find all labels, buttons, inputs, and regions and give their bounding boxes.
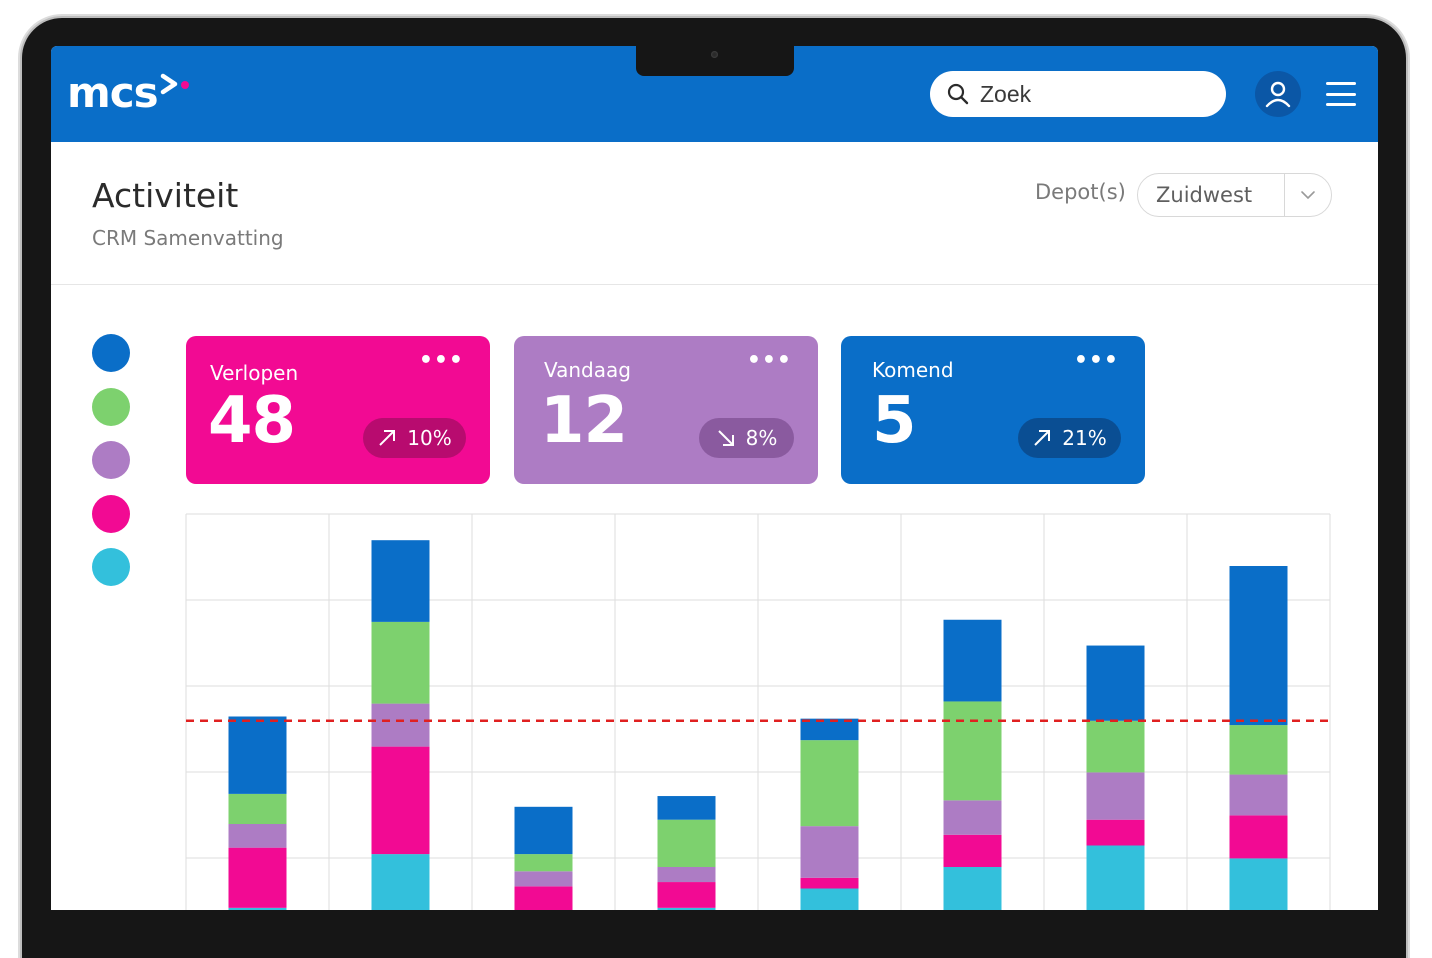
bar-segment[interactable] (943, 619, 1002, 702)
trend-change: 8% (745, 426, 778, 450)
bar-segment[interactable] (514, 854, 573, 872)
bar-segment[interactable] (1086, 645, 1145, 721)
bar-segment[interactable] (1229, 566, 1288, 726)
stat-card-vandaag[interactable]: Vandaag 12 ••• 8% (514, 336, 818, 484)
stat-card-value: 48 (208, 384, 296, 458)
legend-dot-green[interactable] (92, 387, 130, 426)
bar-segment[interactable] (800, 888, 859, 911)
arrow-up-right-icon (1034, 430, 1051, 446)
stat-card-value: 5 (872, 384, 917, 458)
hamburger-menu-icon[interactable] (1326, 82, 1356, 106)
bar-segment[interactable] (1229, 815, 1288, 859)
bar-segment[interactable] (800, 718, 859, 741)
bar-segment[interactable] (228, 716, 287, 794)
page-subtitle: CRM Samenvatting (92, 226, 284, 250)
stacked-bar-chart (185, 513, 1331, 911)
depot-filter-label: Depot(s) (1035, 180, 1126, 204)
app-screen: mcs Activiteit CRM Samenvatting (51, 46, 1378, 910)
bar-segment[interactable] (514, 886, 573, 910)
depot-selected-value: Zuidwest (1156, 183, 1253, 207)
bar-segment[interactable] (1086, 819, 1145, 846)
legend-dot-blue[interactable] (92, 334, 130, 372)
trend-badge: 8% (699, 418, 794, 458)
camera-notch (636, 46, 794, 76)
camera-icon (711, 51, 718, 58)
bar-segment[interactable] (371, 746, 430, 855)
bar-segment[interactable] (943, 800, 1002, 835)
trend-change: 10% (407, 426, 452, 450)
bar-segment[interactable] (657, 796, 716, 820)
bar-segment[interactable] (657, 882, 716, 908)
trend-badge: 21% (1018, 418, 1121, 458)
bar-segment[interactable] (228, 793, 287, 824)
legend-dot-pink[interactable] (92, 494, 130, 533)
stat-card-verlopen[interactable]: Verlopen 48 ••• 10% (186, 336, 490, 484)
user-account-button[interactable] (1255, 71, 1301, 117)
page-title: Activiteit (92, 176, 239, 215)
logo-arrow-icon (160, 73, 189, 95)
select-divider (1284, 174, 1285, 216)
bar-segment[interactable] (800, 740, 859, 827)
stat-card-value: 12 (540, 384, 628, 458)
bar-segment[interactable] (1229, 858, 1288, 910)
more-options-icon[interactable]: ••• (1073, 348, 1119, 373)
bar-segment[interactable] (800, 826, 859, 878)
bar-segment[interactable] (371, 703, 430, 747)
bar-segment[interactable] (228, 824, 287, 848)
bar-segment[interactable] (371, 854, 430, 910)
bar-segment[interactable] (1086, 845, 1145, 911)
bar-segment[interactable] (228, 907, 287, 910)
bar-segment[interactable] (1229, 774, 1288, 816)
chart-legend (92, 334, 130, 602)
user-icon (1265, 81, 1291, 108)
depot-select[interactable]: Zuidwest (1137, 173, 1332, 217)
chart-grid (185, 513, 1331, 910)
bar-segment[interactable] (514, 806, 573, 855)
bar-segment[interactable] (514, 871, 573, 887)
legend-dot-purple[interactable] (92, 441, 130, 479)
stat-card-label: Komend (872, 358, 954, 382)
bar-segment[interactable] (943, 701, 1002, 801)
trend-badge: 10% (363, 418, 466, 458)
mcs-logo[interactable]: mcs (67, 68, 194, 118)
more-options-icon[interactable]: ••• (746, 348, 792, 373)
bar-segment[interactable] (657, 819, 716, 867)
bar-segment[interactable] (1229, 725, 1288, 775)
chevron-down-icon[interactable] (1285, 190, 1331, 200)
stat-card-label: Verlopen (210, 361, 299, 385)
bar-segment[interactable] (228, 847, 287, 908)
stat-card-label: Vandaag (544, 358, 631, 382)
bar-segment[interactable] (943, 834, 1002, 867)
arrow-up-right-icon (379, 430, 396, 446)
arrow-down-right-icon (717, 430, 734, 446)
bar-segment[interactable] (800, 877, 859, 889)
search-icon (947, 83, 969, 105)
legend-dot-cyan[interactable] (92, 548, 130, 586)
bar-segment[interactable] (657, 907, 716, 910)
more-options-icon[interactable]: ••• (418, 348, 464, 373)
search-input[interactable] (978, 79, 1202, 109)
bar-segment[interactable] (371, 621, 430, 704)
trend-change: 21% (1062, 426, 1107, 450)
stat-card-komend[interactable]: Komend 5 ••• 21% (841, 336, 1145, 484)
bar-segment[interactable] (657, 867, 716, 883)
bar-segment[interactable] (371, 540, 430, 622)
header-divider (51, 284, 1378, 285)
bar-segment[interactable] (1086, 720, 1145, 773)
search-box[interactable] (930, 71, 1226, 117)
bar-segment[interactable] (1086, 772, 1145, 820)
logo-text: mcs (67, 68, 159, 117)
bar-segment[interactable] (943, 867, 1002, 910)
